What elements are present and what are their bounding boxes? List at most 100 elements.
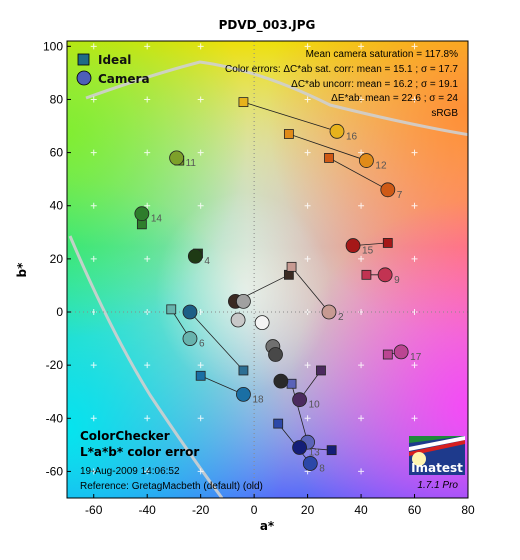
grid-cross [144,415,151,422]
grid-cross [304,255,311,262]
x-tick-label: -40 [139,503,157,517]
grid-cross [411,362,418,369]
camera-marker-23 [268,347,283,362]
patch-label-18: 18 [252,394,264,405]
y-tick-label: -60 [46,464,64,478]
y-tick-label: -20 [46,358,64,372]
y-tick-label: -40 [46,411,64,425]
grid-cross [144,255,151,262]
grid-cross [144,149,151,156]
imatest-logo: Imatest [409,436,465,475]
grid-cross [90,362,97,369]
x-axis-label: a* [260,519,275,533]
ideal-marker-5 [286,378,297,389]
grid-cross [411,415,418,422]
camera-marker-20 [230,312,246,328]
x-tick-label: -20 [192,503,210,517]
caption-line-1: ColorChecker [80,429,170,443]
grid-cross [197,96,204,103]
x-tick-label: 60 [408,503,422,517]
camera-marker-6 [182,331,198,346]
stat-sat-corr: Color errors: ΔC*ab sat. corr: mean = 15… [225,64,458,75]
camera-marker-8 [302,456,318,471]
camera-marker-13 [292,440,307,455]
ideal-marker-8 [273,418,284,429]
camera-marker-21 [236,293,251,309]
error-line-16 [243,101,338,132]
patch-label-6: 6 [199,339,205,350]
caption-reference: Reference: GretagMacbeth (default) (old) [80,481,263,492]
x-tick-label: -60 [85,503,103,517]
grid-cross [304,96,311,103]
grid-cross [144,468,151,475]
camera-marker-4 [187,248,203,264]
grid-cross [358,43,365,50]
ideal-marker-10 [316,365,326,376]
grid-cross [90,255,97,262]
y-axis-label: b* [15,262,29,278]
grid-cross [197,415,204,422]
grid-cross [411,149,418,156]
ideal-marker-18 [195,370,206,381]
patch-label-16: 16 [346,131,358,142]
stats-block: Mean camera saturation = 117.8% Color er… [225,49,458,119]
stat-delta-e: ΔE*ab: mean = 22.6 ; σ = 24 [331,93,458,104]
error-line-2 [291,266,330,313]
grid-cross [90,415,97,422]
error-line-7 [328,157,388,191]
error-line-18 [200,375,244,395]
grid-cross [197,468,204,475]
grid [67,41,468,498]
gamut-boundary-top [85,60,468,137]
chart-title: PDVD_003.JPG [219,18,316,33]
ideal-marker-7 [324,153,334,163]
patch-label-4: 4 [204,256,210,267]
camera-marker-18 [236,386,251,402]
stat-colorspace: sRGB [431,108,458,119]
camera-marker-7 [380,182,396,198]
caption-date: 19-Aug-2009 14:06:52 [80,466,180,477]
y-tick-label: 100 [43,39,63,53]
patch-label-7: 7 [397,190,403,201]
logo-text: Imatest [411,461,463,475]
camera-marker-16 [329,123,345,139]
plot-background [67,41,468,498]
grid-cross [304,202,311,209]
ideal-marker-3 [238,365,249,376]
grid-cross [90,202,97,209]
camera-marker-3 [182,304,198,320]
grid-cross [197,362,204,369]
y-tick-label: 20 [50,252,64,266]
patch-label-13: 13 [309,448,321,459]
camera-marker-19 [254,315,270,331]
camera-marker-11 [169,150,185,166]
patch-label-17: 17 [410,352,422,363]
camera-marker-2 [321,304,337,320]
x-tick-label: 40 [354,503,368,517]
grid-cross [358,468,365,475]
x-tick-label: 80 [461,503,475,517]
legend-ideal-swatch [77,53,90,66]
ideal-marker-2 [286,261,297,272]
grid-cross [411,202,418,209]
grid-cross [304,149,311,156]
legend: Ideal Camera [76,53,150,86]
grid-cross [358,255,365,262]
plot-frame [66,40,469,499]
legend-camera-label: Camera [98,72,150,86]
grid-cross [358,149,365,156]
y-tick-label: 80 [50,92,64,106]
camera-marker-9 [377,267,393,283]
grid-cross [304,43,311,50]
grid-cross [411,255,418,262]
camera-marker-24 [273,373,289,389]
caption-block: ColorChecker L*a*b* color error 19-Aug-2… [80,429,263,492]
grid-cross [197,202,204,209]
ideal-marker-15 [382,238,393,248]
patch-label-11: 11 [186,158,197,169]
patch-label-14: 14 [151,214,163,225]
grid-cross [358,96,365,103]
caption-line-2: L*a*b* color error [80,445,199,459]
patch-markers [134,97,409,471]
